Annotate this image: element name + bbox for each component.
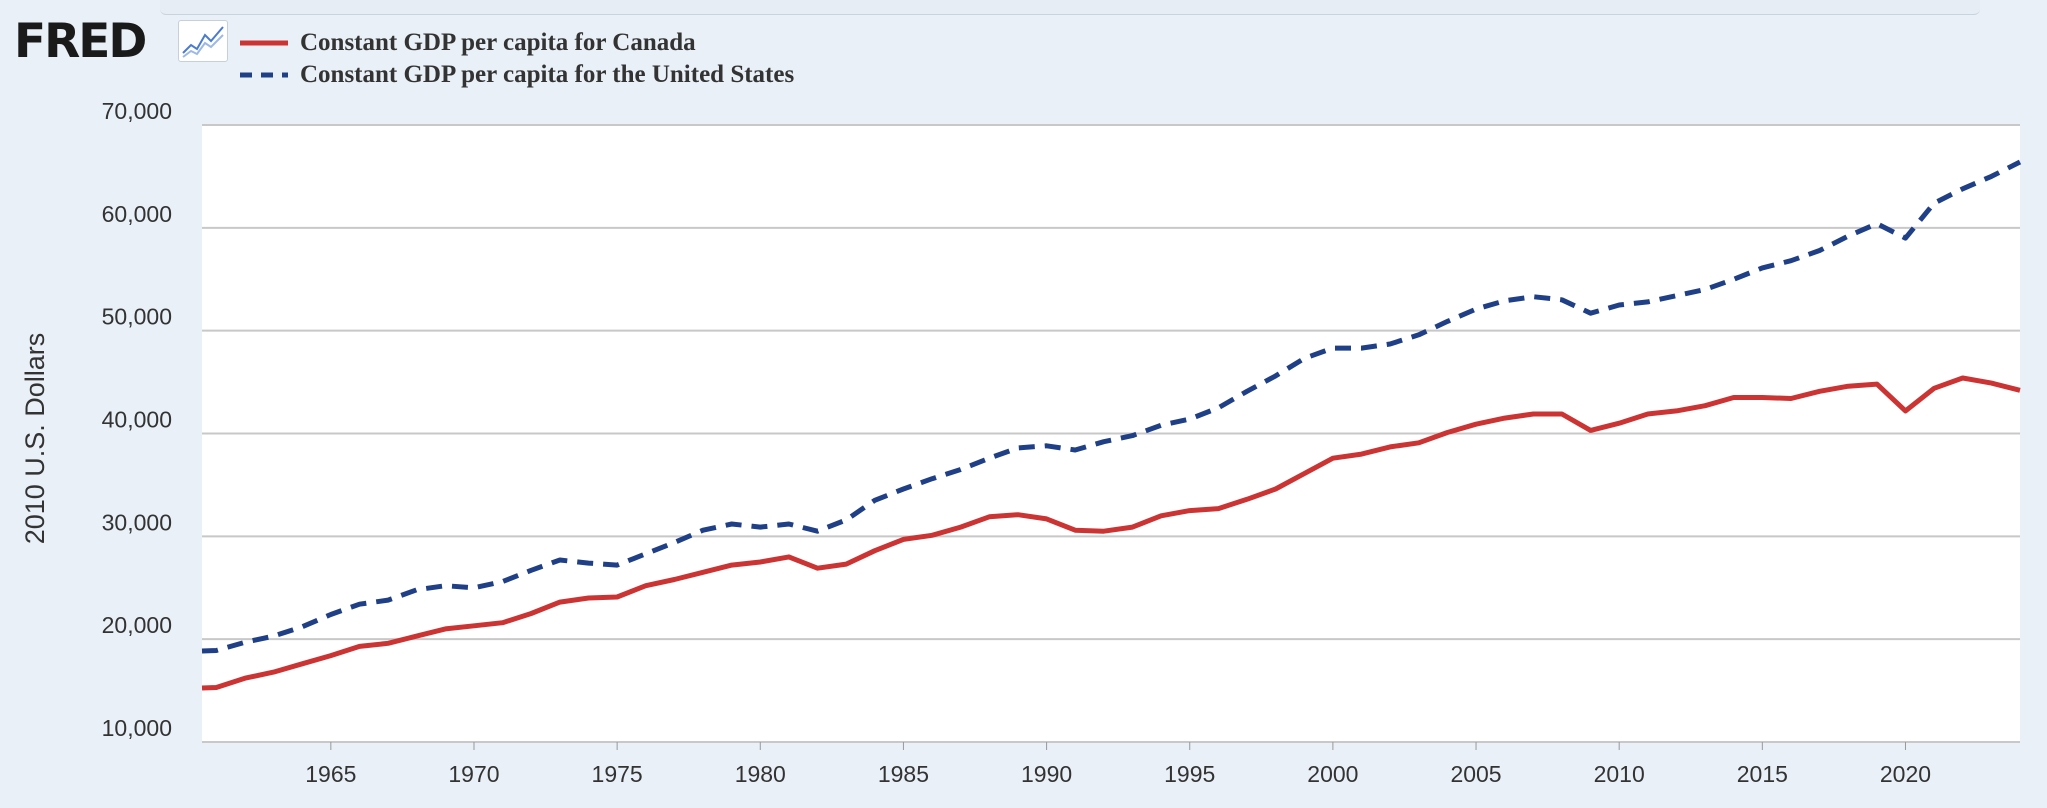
y-tick-label: 50,000 [102, 304, 172, 330]
legend-label-united-states: Constant GDP per capita for the United S… [300, 61, 795, 88]
x-tick-label: 1975 [592, 761, 643, 787]
y-tick-label: 20,000 [102, 612, 172, 638]
y-tick-label: 30,000 [102, 509, 172, 535]
x-tick-label: 1965 [305, 761, 356, 787]
top-strip [160, 0, 1980, 15]
y-axis-label: 2010 U.S. Dollars [20, 333, 50, 545]
y-tick-label: 10,000 [102, 715, 172, 741]
gridlines [202, 124, 2020, 743]
x-tick-label: 2020 [1880, 761, 1931, 787]
legend-swatch-canada [240, 40, 288, 46]
x-tick-label: 2010 [1594, 761, 1645, 787]
x-tick-label: 2005 [1450, 761, 1501, 787]
legend-item-canada[interactable]: Constant GDP per capita for Canada [238, 28, 696, 58]
series-line-canada[interactable] [201, 375, 2021, 691]
x-tick-label: 1980 [735, 761, 786, 787]
x-tick-label: 1985 [878, 761, 929, 787]
legend-item-united-states[interactable]: Constant GDP per capita for the United S… [238, 60, 794, 90]
series [201, 159, 2022, 691]
y-tick-label: 60,000 [102, 201, 172, 227]
x-tick-label: 1970 [448, 761, 499, 787]
x-tick-label: 1995 [1164, 761, 1215, 787]
x-tick-label: 2015 [1737, 761, 1788, 787]
fred-graph-icon [178, 20, 228, 62]
y-axis-ticks: 10,000 20,000 30,000 40,000 50,000 60,000 70,0… [102, 98, 172, 741]
y-tick-label: 40,000 [102, 407, 172, 433]
y-tick-label: 70,000 [102, 98, 172, 124]
legend-label-canada: Constant GDP per capita for Canada [300, 29, 696, 56]
x-tick-label: 2000 [1307, 761, 1358, 787]
x-tick-label: 1990 [1021, 761, 1072, 787]
legend-swatch-united-states [240, 72, 288, 78]
fred-logo: FRED [14, 14, 147, 69]
x-axis-ticks: 1965 1970 1975 1980 1985 1990 1995 2000 2005 2010… [305, 742, 1931, 787]
series-line-united-states[interactable] [201, 159, 2022, 654]
